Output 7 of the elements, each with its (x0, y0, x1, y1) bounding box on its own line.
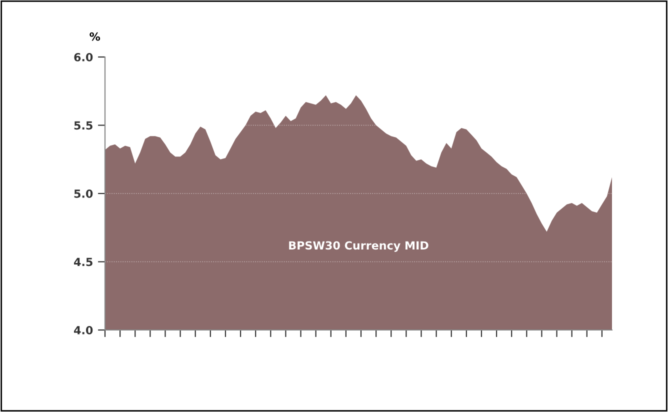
y-tick-label: 4.5 (74, 258, 92, 266)
y-axis-title: % (90, 32, 100, 41)
series-label: BPSW30 Currency MID (289, 241, 428, 252)
y-tick-label: 5.5 (74, 121, 92, 130)
y-tick-label: 4.0 (74, 326, 93, 334)
y-tick-label: 5.0 (74, 189, 93, 198)
y-tick-label: 6.0 (74, 52, 93, 62)
